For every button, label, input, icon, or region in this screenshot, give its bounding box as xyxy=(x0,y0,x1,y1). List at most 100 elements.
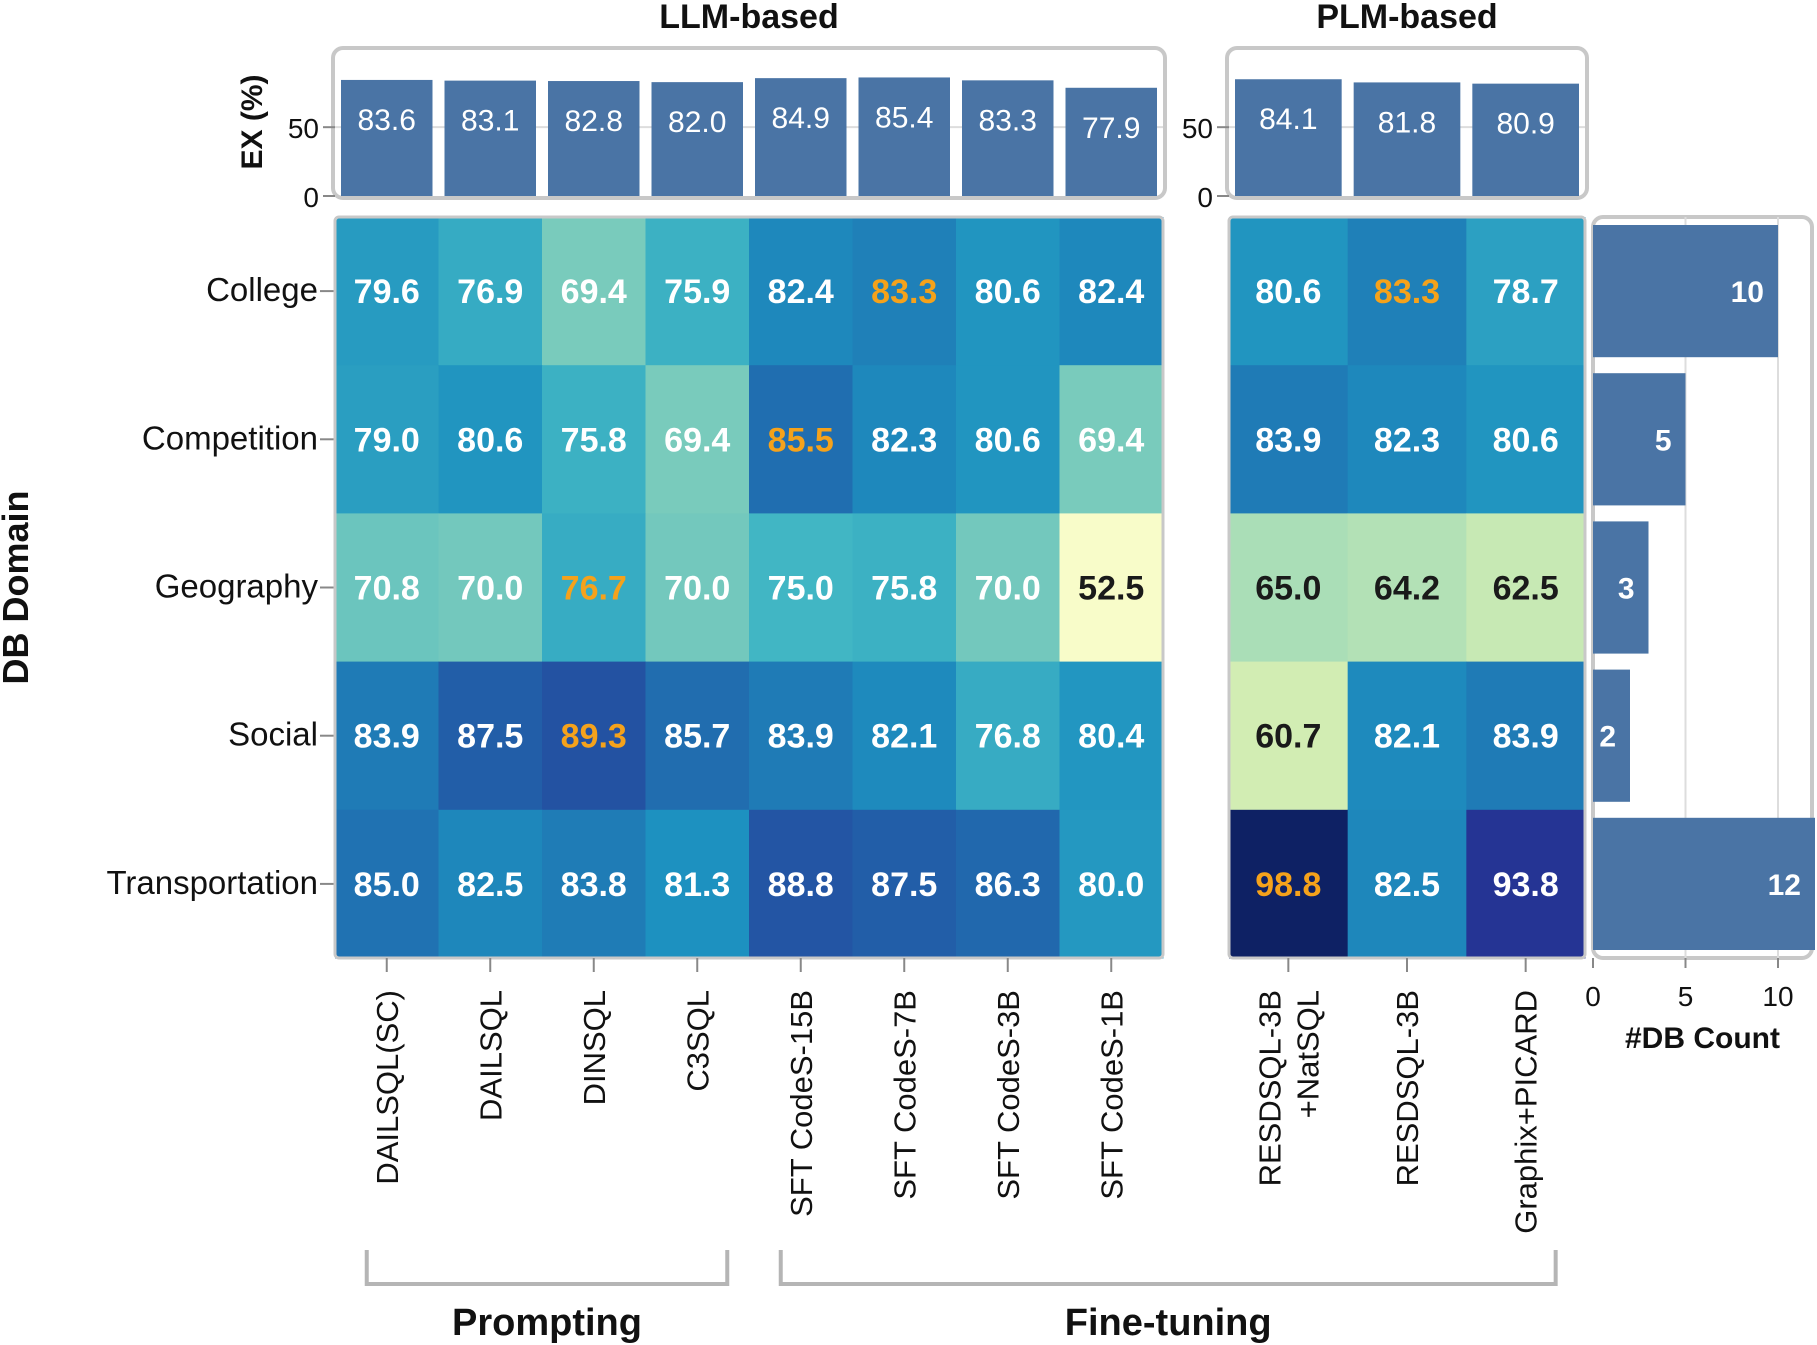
heatmap-value: 85.7 xyxy=(664,718,730,756)
group-bracket xyxy=(364,1250,730,1286)
heatmap-value: 80.0 xyxy=(1078,866,1144,904)
heatmap-cell xyxy=(852,809,957,959)
heatmap-value: 81.3 xyxy=(664,866,730,904)
ex-bar xyxy=(962,80,1054,196)
heatmap-cell xyxy=(956,661,1060,811)
heatmap-cell xyxy=(1347,217,1467,366)
heatmap-value: 75.8 xyxy=(871,570,937,608)
heatmap-value: 80.6 xyxy=(457,421,523,459)
db-bar-label: 5 xyxy=(1655,424,1672,457)
ex-bar-label: 81.8 xyxy=(1378,106,1436,139)
heatmap-value: 87.5 xyxy=(457,718,523,756)
heatmap-value: 75.0 xyxy=(768,570,834,608)
heatmap-cell xyxy=(645,661,750,811)
heatmap-value: 82.3 xyxy=(1374,421,1440,459)
ex-bar-label: 83.3 xyxy=(979,104,1037,137)
heatmap-cell xyxy=(1347,809,1467,959)
heatmap-value: 82.1 xyxy=(871,718,937,756)
row-label: Competition xyxy=(142,419,318,456)
heatmap-value: 52.5 xyxy=(1078,570,1144,608)
heatmap-cell xyxy=(1059,217,1164,366)
y-axis-label: DB Domain xyxy=(0,490,36,684)
heatmap-cell xyxy=(1059,513,1164,663)
heatmap-cell xyxy=(438,809,543,959)
heatmap-cell xyxy=(1059,809,1164,959)
heatmap-cell xyxy=(749,513,853,663)
db-tick-label: 0 xyxy=(1585,981,1601,1012)
ex-bar xyxy=(858,77,950,196)
db-bar xyxy=(1593,669,1630,802)
ex-tick-label: 50 xyxy=(1182,113,1213,144)
row-label: Geography xyxy=(155,568,319,605)
heatmap-cell xyxy=(852,217,957,366)
db-bar xyxy=(1593,817,1815,950)
heatmap-value: 65.0 xyxy=(1255,570,1321,608)
column-label: SFT CodeS-1B xyxy=(1094,990,1129,1200)
heatmap-cell xyxy=(542,513,646,663)
column-label: +NatSQL xyxy=(1290,990,1325,1118)
row-label: Transportation xyxy=(106,864,318,901)
heatmap-cell xyxy=(749,217,853,366)
ex-bar xyxy=(651,82,743,196)
heatmap-value: 88.8 xyxy=(768,866,834,904)
heatmap-cell xyxy=(438,513,543,663)
ex-panel-frame xyxy=(331,46,1167,200)
ex-bar-label: 85.4 xyxy=(875,101,933,134)
ex-bar-label: 84.1 xyxy=(1259,103,1317,136)
heatmap-value: 83.3 xyxy=(1374,273,1440,311)
ex-bar xyxy=(1235,79,1342,196)
column-label: RESDSQL-3B xyxy=(1252,990,1287,1186)
heatmap-value: 80.6 xyxy=(975,273,1041,311)
heatmap-value: 62.5 xyxy=(1493,570,1559,608)
heatmap-cell xyxy=(956,217,1060,366)
heatmap-value: 83.9 xyxy=(1493,718,1559,756)
ex-bar xyxy=(1353,82,1461,196)
db-tick-label: 5 xyxy=(1678,981,1694,1012)
heatmap-frame xyxy=(333,215,1165,960)
column-label: SFT CodeS-7B xyxy=(887,990,922,1200)
heatmap-value: 75.9 xyxy=(664,273,730,311)
heatmap-cell xyxy=(1229,809,1349,959)
ex-bar-chart: LLM-based 0 50 PLM-based 0 50 83.6 83.1 82.8 82.0… xyxy=(236,0,1589,213)
heatmap-cell xyxy=(956,365,1060,514)
heatmap-value: 83.9 xyxy=(1255,421,1321,459)
heatmap-cell xyxy=(335,809,439,959)
row-label: College xyxy=(206,271,318,308)
heatmap-value: 85.5 xyxy=(768,421,834,459)
heatmap-cell xyxy=(749,365,853,514)
group-label: LLM-based xyxy=(659,0,838,36)
heatmap-value: 80.4 xyxy=(1078,718,1144,756)
heatmap-value: 69.4 xyxy=(561,273,627,311)
heatmap-cell xyxy=(542,661,646,811)
heatmap-cell xyxy=(645,513,750,663)
ex-bar-label: 83.1 xyxy=(461,105,519,138)
heatmap-cell xyxy=(542,365,646,514)
db-bar-label: 10 xyxy=(1731,276,1764,309)
heatmap-value: 83.3 xyxy=(871,273,937,311)
heatmap-value: 76.8 xyxy=(975,718,1041,756)
ex-bar xyxy=(1472,83,1579,196)
heatmap-value: 79.6 xyxy=(354,273,420,311)
heatmap-value: 82.4 xyxy=(768,273,834,311)
column-label: DAILSQL xyxy=(473,990,508,1121)
heatmap-value: 85.0 xyxy=(354,866,420,904)
heatmap-value: 60.7 xyxy=(1255,718,1321,756)
heatmap-cell xyxy=(335,661,439,811)
heatmap-cell xyxy=(438,217,543,366)
column-label: C3SQL xyxy=(680,990,715,1092)
heatmap-value: 64.2 xyxy=(1374,570,1440,608)
heatmap-value: 70.0 xyxy=(975,570,1041,608)
bracket-label: Fine-tuning xyxy=(1065,1302,1272,1344)
heatmap-cell xyxy=(749,809,853,959)
column-label: RESDSQL-3B xyxy=(1390,990,1425,1186)
heatmap-cell xyxy=(852,365,957,514)
column-label: DINSQL xyxy=(577,990,612,1105)
heatmap-value: 83.9 xyxy=(768,718,834,756)
heatmap-value: 86.3 xyxy=(975,866,1041,904)
ex-bar xyxy=(444,80,536,196)
bracket-label: Prompting xyxy=(452,1302,642,1344)
heatmap-cell xyxy=(1059,365,1164,514)
heatmap-cell xyxy=(645,809,750,959)
heatmap-value: 79.0 xyxy=(354,421,420,459)
